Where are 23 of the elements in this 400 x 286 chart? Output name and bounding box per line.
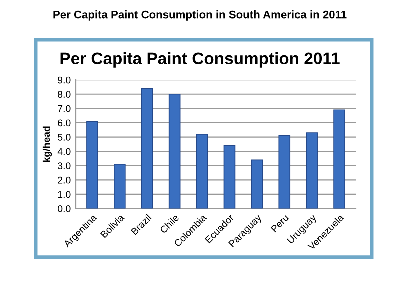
y-tick-label: 3.0 (58, 162, 71, 170)
y-axis-title: kg/head (42, 126, 52, 162)
bar (224, 145, 236, 209)
bar (86, 121, 98, 209)
bar (334, 110, 346, 209)
y-tick-label: 9.0 (58, 76, 71, 84)
bar (141, 88, 154, 209)
y-tick-label: 6.0 (58, 120, 71, 127)
y-tick-label: 1.0 (58, 191, 71, 198)
chart-title: Per Capita Paint Consumption in South America in 2011 (54, 10, 347, 21)
chart-subtitle: Per Capita Paint Consumption 2011 (60, 52, 340, 68)
bar (196, 134, 208, 209)
bar (168, 94, 181, 209)
bar (306, 132, 318, 209)
bar (278, 135, 291, 209)
y-tick-label: 8.0 (58, 91, 71, 98)
y-tick-label: 4.0 (58, 148, 71, 156)
bar (114, 164, 126, 209)
y-tick-label: 7.0 (58, 105, 71, 112)
bar (251, 160, 264, 209)
y-tick-label: 5.0 (58, 134, 71, 141)
y-tick-label: 2.0 (58, 176, 71, 184)
y-tick-label: 0.0 (58, 206, 71, 212)
